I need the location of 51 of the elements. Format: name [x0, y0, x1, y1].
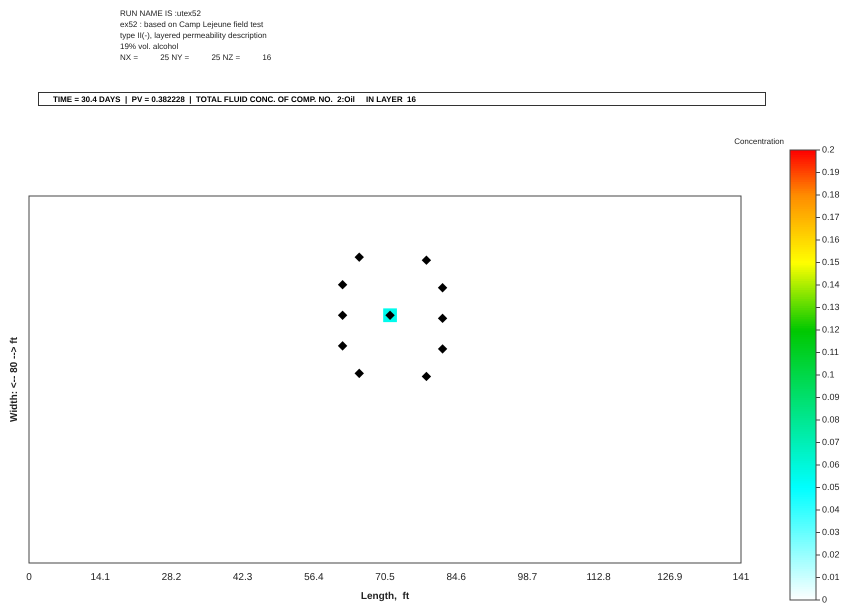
x-tick-label: 42.3	[232, 572, 253, 583]
point	[354, 368, 364, 378]
point	[338, 280, 348, 290]
x-tick-label: 56.4	[304, 572, 324, 583]
text: NX = 25 NY = 25 NZ = 16	[120, 52, 272, 63]
color-bar-label: 0.1	[822, 369, 835, 380]
x-tick-label: 28.2	[162, 572, 182, 583]
x-axis-title: Length, ft	[360, 590, 410, 602]
color-bar-label: 0.18	[822, 189, 840, 200]
point	[338, 310, 348, 320]
text: ex52 : based on Camp Lejeune field test	[120, 19, 264, 30]
text: 19% vol. alcohol	[120, 41, 180, 52]
color-bar-label: 0.17	[822, 212, 840, 222]
color-bar-label: 0.16	[822, 234, 840, 244]
text: RUN NAME IS :utex52	[120, 8, 202, 19]
color-bar-label: 0.14	[822, 279, 840, 290]
color-bar-label: 0	[822, 594, 828, 604]
x-tick-label: 84.6	[446, 572, 466, 583]
color-bar-label: 0.03	[822, 526, 840, 537]
color-bar-label: 0.08	[822, 414, 840, 424]
x-tick-label: 0	[26, 572, 32, 583]
text: type II(-), layered permeability description	[120, 30, 268, 41]
chart-title: TIME = 30.4 DAYS | PV = 0.382228 | TOTAL FLUID CONC. OF COMP. NO. 2:Oil IN LAYER 16	[38, 92, 766, 106]
point	[354, 252, 364, 262]
color-bar-label: 0.05	[822, 482, 840, 492]
x-tick-label: 126.9	[657, 572, 683, 583]
color-bar-label: 0.09	[822, 392, 840, 402]
point	[438, 283, 448, 292]
y-axis-title: Width: <-- 80 --> ft	[8, 336, 20, 422]
x-tick-label: 141	[732, 572, 750, 583]
color-bar-label: 0.2	[822, 144, 835, 154]
x-tick-label: 14.1	[90, 572, 110, 583]
color-bar-label: 0.11	[822, 346, 839, 357]
point	[422, 372, 431, 381]
point	[422, 256, 431, 265]
x-tick-label: 70.5	[375, 572, 396, 583]
color-bar-label: 0.12	[822, 324, 840, 334]
point	[338, 341, 348, 350]
color-bar-label: 0.04	[822, 504, 840, 514]
point	[438, 314, 448, 323]
x-tick-label: 112.8	[586, 572, 612, 583]
color-bar-label: 0.06	[822, 459, 840, 470]
color-bar-label: 0.19	[822, 166, 840, 177]
color-bar-label: 0.13	[822, 302, 840, 312]
x-tick-label: 98.7	[518, 572, 538, 583]
color-bar-label: 0.02	[822, 549, 840, 560]
color-bar-label: 0.07	[822, 436, 840, 447]
point	[438, 344, 448, 354]
color-bar-label: 0.15	[822, 256, 840, 267]
color-bar-title: Concentration	[734, 137, 784, 146]
color-bar-label: 0.01	[822, 572, 840, 582]
